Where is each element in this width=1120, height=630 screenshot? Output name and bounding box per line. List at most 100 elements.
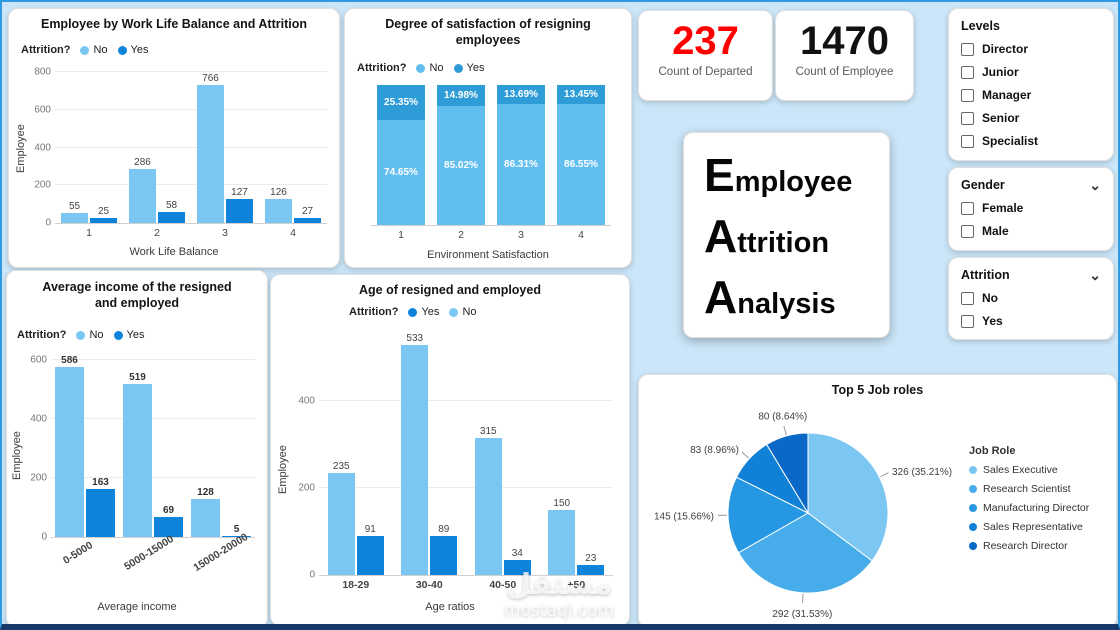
bar-no[interactable] <box>265 199 292 223</box>
filter-option-specialist[interactable]: Specialist <box>961 134 1101 148</box>
bar-no[interactable] <box>474 438 502 575</box>
legend-text: Manufacturing Director <box>983 502 1090 514</box>
pie-slice-research-director[interactable] <box>765 432 809 515</box>
slicer-header: Levels ⌄ <box>961 19 1101 33</box>
checkbox[interactable] <box>961 42 974 56</box>
bar-group: 55 25 <box>61 73 117 223</box>
stacked-bar[interactable]: 13.45% 86.55% <box>557 85 605 225</box>
segment-no[interactable]: 86.31% <box>497 104 545 225</box>
bar-no[interactable] <box>191 499 220 537</box>
checkbox[interactable] <box>961 314 974 328</box>
bar-column: 58 <box>158 73 185 223</box>
chevron-down-icon[interactable]: ⌄ <box>1089 267 1101 283</box>
bar-no[interactable] <box>129 169 156 223</box>
bar-value-label: 163 <box>92 476 109 488</box>
legend-title: Attrition? <box>357 62 407 74</box>
top-job-roles-chart: Top 5 Job roles 326 (35.21%) 292 (31.53%)… <box>638 374 1117 624</box>
bar-value-label: 91 <box>364 523 376 535</box>
segment-yes[interactable]: 13.69% <box>497 85 545 105</box>
bar-yes[interactable] <box>503 560 531 575</box>
chart-title: Degree of satisfaction of resigning empl… <box>385 17 591 47</box>
bar-value-label: 150 <box>553 497 571 509</box>
filter-option-director[interactable]: Director <box>961 42 1101 56</box>
bar-no[interactable] <box>327 473 355 575</box>
checkbox[interactable] <box>961 134 974 148</box>
stacked-bar[interactable]: 13.69% 86.31% <box>497 85 545 225</box>
chevron-down-icon[interactable]: ⌄ <box>1089 177 1101 193</box>
bar-column: 23 <box>577 333 605 575</box>
category-label: 40-50 <box>489 579 517 591</box>
checkbox[interactable] <box>961 291 974 305</box>
chart-title: Employee by Work Life Balance and Attrit… <box>40 17 308 31</box>
bar-no[interactable] <box>55 367 84 537</box>
bar-no[interactable] <box>123 383 152 537</box>
filter-option-manager[interactable]: Manager <box>961 88 1101 102</box>
bar-yes[interactable] <box>294 217 321 223</box>
filter-option-senior[interactable]: Senior <box>961 111 1101 125</box>
bar-yes[interactable] <box>222 535 251 537</box>
bar-no[interactable] <box>548 509 576 575</box>
segment-yes[interactable]: 25.35% <box>377 85 425 121</box>
bar-yes[interactable] <box>226 199 253 223</box>
grid-line <box>51 417 255 419</box>
bar-column: 127 <box>226 73 253 223</box>
work-life-balance-chart: Employee by Work Life Balance and Attrit… <box>8 8 340 268</box>
filter-option-male[interactable]: Male <box>961 224 1101 238</box>
bar-yes[interactable] <box>86 488 115 537</box>
legend-dot-icon <box>969 523 977 531</box>
attrition-slicer: Attrition ⌄ No Yes <box>948 257 1114 340</box>
bar-no[interactable] <box>61 212 88 223</box>
checkbox[interactable] <box>961 224 974 238</box>
category-label: 3 <box>222 227 228 239</box>
filter-option-no[interactable]: No <box>961 291 1101 305</box>
pie-slice-manufacturing-director[interactable] <box>727 476 810 554</box>
bar-value-label: 55 <box>68 200 81 212</box>
bar-column: 55 <box>61 73 88 223</box>
gender-slicer: Gender ⌄ Female Male <box>948 167 1114 251</box>
bar-yes[interactable] <box>90 218 117 223</box>
segment-no[interactable]: 85.02% <box>437 105 485 225</box>
segment-no[interactable]: 74.65% <box>377 120 425 225</box>
checkbox[interactable] <box>961 111 974 125</box>
stacked-bar[interactable]: 25.35% 74.65% <box>377 85 425 225</box>
checkbox[interactable] <box>961 201 974 215</box>
checkbox[interactable] <box>961 65 974 79</box>
category-label: 5000-15000 <box>122 533 176 573</box>
filter-option-female[interactable]: Female <box>961 201 1101 215</box>
bar-no[interactable] <box>197 85 224 223</box>
bar-yes[interactable] <box>158 212 185 223</box>
y-tick-label: 600 <box>30 354 47 366</box>
filter-option-yes[interactable]: Yes <box>961 314 1101 328</box>
y-tick-label: 800 <box>34 66 51 78</box>
bar-column: 69 <box>154 355 183 537</box>
title-word: Attrition <box>704 206 889 267</box>
bar-yes[interactable] <box>154 516 183 537</box>
filter-option-junior[interactable]: Junior <box>961 65 1101 79</box>
title-word: Employee <box>704 145 889 206</box>
slicer-title: Levels <box>961 19 1000 33</box>
filter-option-label: Director <box>982 42 1029 56</box>
bar-value-label: 766 <box>202 73 219 84</box>
pie-slice-research-scientist[interactable] <box>737 512 873 594</box>
bar-group: 519 69 <box>123 355 183 537</box>
pie-slice-sales-executive[interactable] <box>807 432 889 562</box>
y-axis-title: Employee <box>277 445 289 495</box>
filter-option-label: Junior <box>982 65 1019 79</box>
bar-yes[interactable] <box>356 535 384 575</box>
pie-label-leader-line <box>880 472 889 478</box>
bar-yes[interactable] <box>430 536 458 575</box>
legend-item-yes: Yes <box>408 306 439 318</box>
bar-yes[interactable] <box>577 565 605 575</box>
legend-item-yes: Yes <box>113 329 145 341</box>
pie-data-label: 80 (8.64%) <box>758 411 807 422</box>
stacked-bar[interactable]: 14.98% 85.02% <box>437 85 485 225</box>
segment-no[interactable]: 86.55% <box>557 103 605 225</box>
segment-yes[interactable]: 13.45% <box>557 85 605 104</box>
bar-no[interactable] <box>401 345 429 575</box>
y-tick-label: 0 <box>45 217 51 229</box>
legend-dot-icon <box>113 330 123 340</box>
bar-value-label: 128 <box>197 487 214 499</box>
checkbox[interactable] <box>961 88 974 102</box>
slicer-title: Gender <box>961 178 1005 192</box>
segment-yes[interactable]: 14.98% <box>437 85 485 106</box>
